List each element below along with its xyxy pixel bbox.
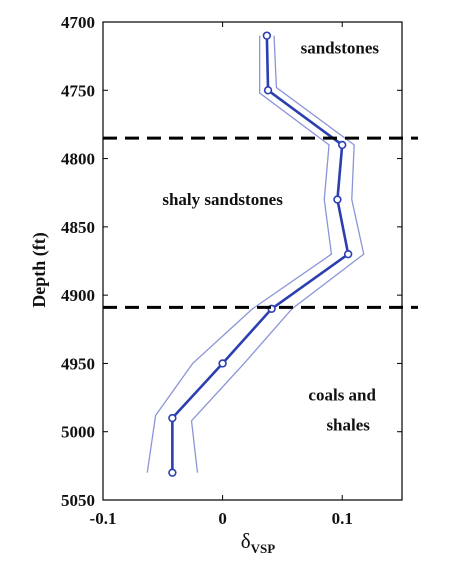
y-tick-label: 5000 — [61, 423, 95, 442]
y-tick-label: 4750 — [61, 81, 95, 100]
formation-boundaries — [103, 136, 418, 309]
formation-label-shaly: shaly sandstones — [162, 190, 283, 209]
data-point — [168, 468, 177, 477]
y-tick-label: 5050 — [61, 491, 95, 510]
x-tick-label: -0.1 — [90, 509, 117, 528]
data-point — [333, 195, 342, 204]
y-tick-label: 4700 — [61, 13, 95, 32]
x-tick-label: 0 — [218, 509, 227, 528]
y-tick-label: 4950 — [61, 354, 95, 373]
formation-label-coals2: shales — [326, 415, 370, 434]
formation-labels: sandstones shaly sandstones coals and shale… — [162, 38, 379, 434]
data-point — [343, 249, 353, 259]
data-point — [338, 140, 347, 150]
data-point — [262, 31, 272, 40]
uncertainty-bound-line — [146, 35, 333, 473]
x-axis-label: δVSP — [241, 529, 276, 556]
formation-label-coals1: coals and — [308, 385, 376, 404]
data-point — [218, 359, 227, 368]
uncertainty-bounds — [146, 35, 365, 473]
plot-frame — [102, 21, 403, 501]
y-axis-label: Depth (ft) — [29, 232, 50, 307]
data-point — [168, 413, 177, 423]
x-axis-label-main: δ — [241, 529, 251, 553]
x-axis-label-subscript: VSP — [251, 541, 276, 556]
y-tick-label: 4900 — [61, 286, 95, 305]
x-tick-label: 0.1 — [332, 509, 353, 528]
data-point — [263, 86, 273, 95]
uncertainty-bound-line — [190, 35, 365, 473]
axis-ticks: 4700 4750 4800 4850 4900 4950 5000 5050-0.1 0 0.1 — [61, 13, 402, 528]
y-tick-label: 4850 — [61, 218, 95, 237]
y-tick-label: 4800 — [61, 150, 95, 169]
formation-label-sandstones: sandstones — [301, 38, 380, 57]
